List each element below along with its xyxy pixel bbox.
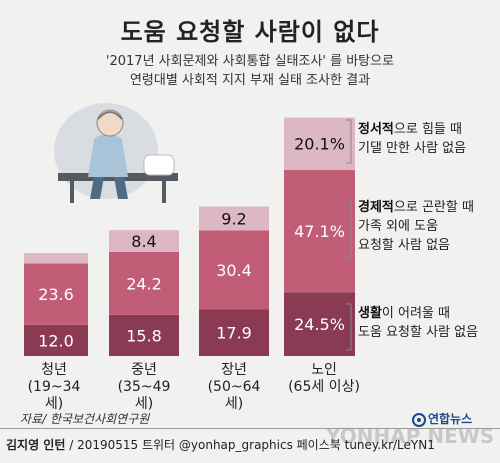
bar-label-economic-2: 30.4 [216,261,252,280]
bar-daily-2 [199,309,269,356]
yonhap-logo-icon [412,413,426,427]
bar-label-daily-2: 17.9 [216,324,252,343]
category-label-middle-age: 중년 (35~49세) [117,362,171,412]
legend-bracket-1 [346,199,352,259]
bar-label-emotional-1: 8.4 [131,232,156,251]
bar-label-economic-1: 24.2 [126,274,162,293]
bar-label-emotional-2: 9.2 [221,209,246,228]
footer-divider [0,428,500,429]
bar-label-daily-1: 15.8 [126,326,162,345]
legend-emotional: 정서적으로 힘들 때 기댈 만한 사람 없음 [358,122,467,156]
legend-daily: 생활이 어려울 때 도움 요청할 사람 없음 [358,306,479,340]
legend-economic: 경제적으로 곤란할 때 가족 외에 도움 요청할 사람 없음 [358,200,474,253]
source-note: 자료/ 한국보건사회연구원 [20,412,150,426]
chart-subtitle-line1: '2017년 사회문제와 사회통합 실태조사' 를 바탕으로 [105,54,395,69]
bar-emotional-2 [199,206,269,231]
bar-label-daily-3: 24.5% [294,315,345,334]
stacked-bar-chart: 12.0 23.6 15.8 24.2 8.4 17.9 30.4 9.2 24.5% 47.1%… [24,117,355,356]
category-label-senior-middle: 장년 (50~64세) [207,362,261,412]
bar-label-economic-0: 23.6 [38,285,74,304]
legend-bracket-2 [346,303,352,351]
elderly-person-illustration [54,103,178,203]
bar-economic-2 [199,230,269,310]
bar-economic-0 [24,263,88,325]
legend-bracket-0 [346,119,352,164]
bar-label-daily-0: 12.0 [38,331,74,350]
bar-emotional-0 [24,253,88,264]
chart-subtitle-line2: 연령대별 사회적 지지 부재 실태 조사한 결과 [129,73,371,88]
bar-daily-0 [24,324,88,356]
yonhap-logo-text: 연합뉴스 [428,412,473,426]
bar-daily-1 [109,314,179,356]
chart-title: 도움 요청할 사람이 없다 [120,18,380,46]
bar-label-economic-3: 47.1% [294,222,345,241]
bar-label-emotional-3: 20.1% [294,135,345,154]
bar-emotional-1 [109,230,179,252]
category-label-elderly: 노인 (65세 이상) [288,362,360,395]
credit-line: 김지영 인턴 / 20190515 트위터 @yonhap_graphics 페… [6,438,435,452]
bar-emotional-3 [284,117,355,170]
category-label-youth: 청년 (19~34세) [27,362,81,412]
bar-economic-3 [284,169,355,293]
bar-economic-1 [109,252,179,315]
bar-daily-3 [284,292,355,356]
